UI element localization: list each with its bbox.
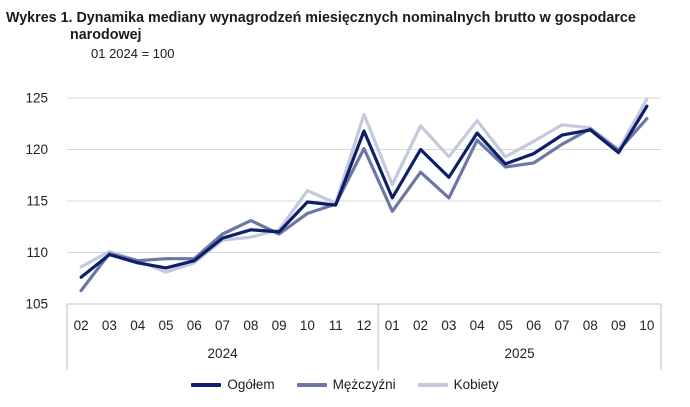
series-line-2 bbox=[79, 116, 649, 293]
y-tick-label: 110 bbox=[26, 245, 48, 260]
x-tick-label: 03 bbox=[102, 318, 117, 333]
x-tick-label: 02 bbox=[74, 318, 89, 333]
x-tick-label: 05 bbox=[158, 318, 173, 333]
legend-label: Mężczyźni bbox=[332, 377, 396, 392]
x-tick-label: 09 bbox=[611, 318, 626, 333]
x-tick-label: 08 bbox=[243, 318, 258, 333]
legend-item: Mężczyźni bbox=[296, 377, 396, 392]
x-tick-label: 01 bbox=[385, 318, 400, 333]
x-tick-label: 04 bbox=[130, 318, 146, 333]
y-tick-label: 115 bbox=[26, 194, 48, 209]
legend-swatch bbox=[417, 382, 448, 387]
chart-legend: Ogółem Mężczyźni Kobiety bbox=[0, 377, 690, 392]
chart-title-line1: Wykres 1. Dynamika mediany wynagrodzeń m… bbox=[6, 10, 636, 26]
x-tick-label: 07 bbox=[554, 318, 569, 333]
x-tick-label: 11 bbox=[329, 318, 343, 333]
chart-title-block: Wykres 1. Dynamika mediany wynagrodzeń m… bbox=[6, 10, 666, 62]
legend-swatch bbox=[296, 382, 327, 387]
legend-item: Ogółem bbox=[191, 377, 275, 392]
x-tick-label: 07 bbox=[215, 318, 230, 333]
x-tick-label: 10 bbox=[300, 318, 315, 333]
series-line-1 bbox=[79, 104, 649, 279]
x-tick-label: 03 bbox=[441, 318, 456, 333]
legend-swatch bbox=[191, 382, 222, 387]
y-tick-label: 105 bbox=[25, 297, 48, 312]
series-line-3 bbox=[79, 97, 649, 274]
x-tick-label: 12 bbox=[356, 318, 371, 333]
x-tick-label: 06 bbox=[187, 318, 202, 333]
x-tick-label: 09 bbox=[272, 318, 287, 333]
chart-subtitle: 01 2024 = 100 bbox=[91, 46, 175, 61]
x-group-label: 2025 bbox=[505, 346, 535, 361]
y-tick-label: 120 bbox=[25, 142, 48, 157]
legend-label: Kobiety bbox=[453, 377, 499, 392]
chart-title-line2: narodowej bbox=[70, 27, 142, 43]
x-tick-label: 02 bbox=[413, 318, 428, 333]
x-group-label: 2024 bbox=[208, 346, 239, 361]
x-tick-label: 10 bbox=[639, 318, 654, 333]
y-tick-label: 125 bbox=[25, 91, 48, 106]
x-tick-label: 04 bbox=[470, 318, 486, 333]
legend-label: Ogółem bbox=[227, 377, 275, 392]
x-tick-label: 06 bbox=[526, 318, 541, 333]
x-tick-label: 08 bbox=[583, 318, 598, 333]
chart-title: Wykres 1. Dynamika mediany wynagrodzeń m… bbox=[6, 10, 666, 44]
legend-item: Kobiety bbox=[417, 377, 499, 392]
x-tick-label: 05 bbox=[498, 318, 513, 333]
